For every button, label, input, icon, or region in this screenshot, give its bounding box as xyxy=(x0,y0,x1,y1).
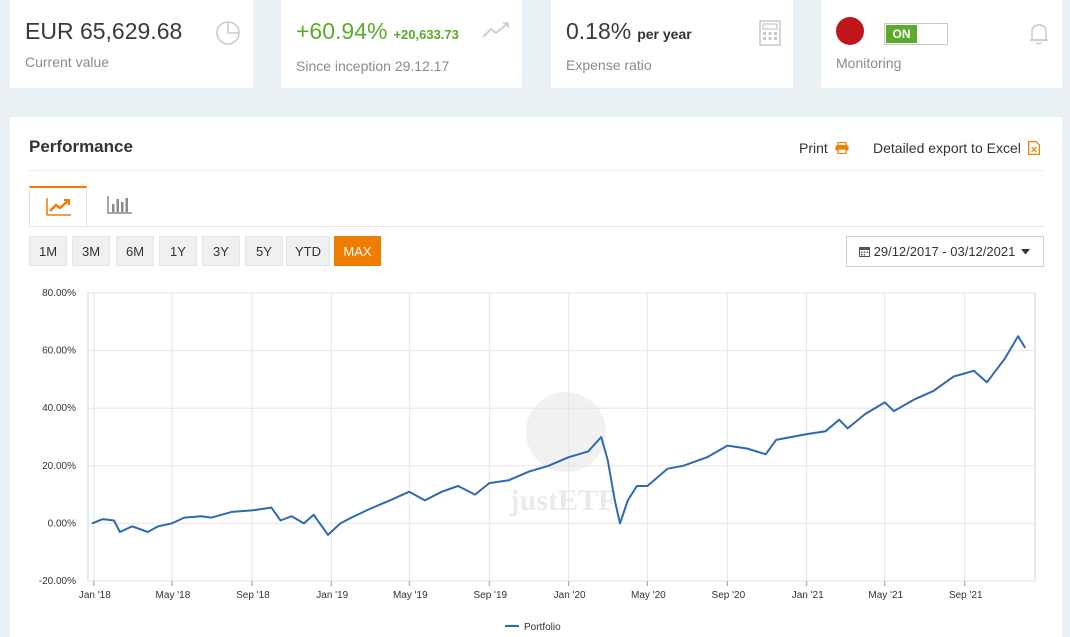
print-label: Print xyxy=(799,140,828,156)
panel-title: Performance xyxy=(29,137,133,156)
date-range-picker[interactable]: 29/12/2017 - 03/12/2021 xyxy=(846,236,1044,267)
expense-ratio-unit: per year xyxy=(637,26,692,42)
expense-ratio-value: 0.18% xyxy=(566,18,632,44)
card-expense: 0.18% per year Expense ratio xyxy=(551,0,793,88)
header-divider xyxy=(29,170,1043,171)
card-current-value: EUR 65,629.68 Current value xyxy=(10,0,253,88)
series-line-portfolio xyxy=(91,335,1027,536)
printer-icon xyxy=(835,141,849,155)
current-value-label: Current value xyxy=(25,54,110,70)
calculator-icon xyxy=(759,20,781,51)
bell-icon[interactable] xyxy=(1028,22,1050,51)
tab-line-chart[interactable] xyxy=(29,186,87,226)
bar-chart-icon xyxy=(107,196,132,214)
x-tick-label: Jan '21 xyxy=(792,590,824,601)
performance-delta: +20,633.73 xyxy=(393,27,459,42)
range-button-3m[interactable]: 3M xyxy=(72,236,110,266)
x-tick-label: May '21 xyxy=(868,590,903,601)
calendar-icon xyxy=(859,247,870,257)
x-tick-label: May '18 xyxy=(156,590,191,601)
monitoring-label: Monitoring xyxy=(836,55,902,71)
print-button[interactable]: Print xyxy=(799,140,849,156)
x-tick-label: Sep '18 xyxy=(236,590,270,601)
line-chart-icon xyxy=(46,198,71,216)
y-tick-label: -20.00% xyxy=(39,576,76,587)
range-button-3y[interactable]: 3Y xyxy=(202,236,240,266)
x-tick-label: May '20 xyxy=(631,590,666,601)
date-range-text: 29/12/2017 - 03/12/2021 xyxy=(873,244,1016,259)
performance-percent: +60.94% xyxy=(296,18,388,44)
range-button-max[interactable]: MAX xyxy=(334,236,381,266)
x-tick-label: May '19 xyxy=(393,590,428,601)
x-tick-label: Jan '20 xyxy=(554,590,586,601)
svg-text:Portfolio: Portfolio xyxy=(524,622,561,633)
x-tick-label: Jan '19 xyxy=(316,590,348,601)
range-button-1m[interactable]: 1M xyxy=(29,236,67,266)
monitoring-toggle[interactable]: ON xyxy=(884,23,948,45)
expense-ratio-label: Expense ratio xyxy=(566,57,652,73)
pie-chart-icon xyxy=(215,20,241,51)
x-tick-label: Jan '18 xyxy=(79,590,111,601)
card-monitoring: ON Monitoring xyxy=(821,0,1062,88)
performance-label: Since inception 29.12.17 xyxy=(296,58,450,74)
y-tick-label: 80.00% xyxy=(42,288,76,299)
x-tick-label: Sep '19 xyxy=(473,590,507,601)
justetf-watermark: justETF xyxy=(509,392,617,517)
excel-file-icon xyxy=(1027,141,1040,155)
range-button-5y[interactable]: 5Y xyxy=(245,236,283,266)
toggle-on-label: ON xyxy=(886,25,917,43)
y-tick-label: 20.00% xyxy=(42,461,76,472)
y-tick-label: 60.00% xyxy=(42,346,76,357)
svg-text:justETF: justETF xyxy=(509,484,617,517)
monitoring-status-dot xyxy=(836,17,864,45)
y-tick-label: 0.00% xyxy=(48,518,76,529)
range-button-1y[interactable]: 1Y xyxy=(159,236,197,266)
caret-down-icon xyxy=(1020,249,1030,255)
export-excel-button[interactable]: Detailed export to Excel xyxy=(873,140,1040,156)
chart-legend: Portfolio xyxy=(505,622,561,633)
y-tick-label: 40.00% xyxy=(42,403,76,414)
range-button-6m[interactable]: 6M xyxy=(116,236,154,266)
current-value: EUR 65,629.68 xyxy=(25,18,183,44)
range-button-ytd[interactable]: YTD xyxy=(286,236,330,266)
performance-panel: Performance Print Detailed export to Exc… xyxy=(10,117,1062,637)
chart-type-tabs xyxy=(29,186,1043,227)
trend-line-icon xyxy=(482,20,510,45)
tab-bar-chart[interactable] xyxy=(91,186,149,226)
card-performance: +60.94% +20,633.73 Since inception 29.12.… xyxy=(281,0,522,88)
x-tick-label: Sep '21 xyxy=(949,590,983,601)
export-label: Detailed export to Excel xyxy=(873,140,1021,156)
x-tick-label: Sep '20 xyxy=(712,590,746,601)
